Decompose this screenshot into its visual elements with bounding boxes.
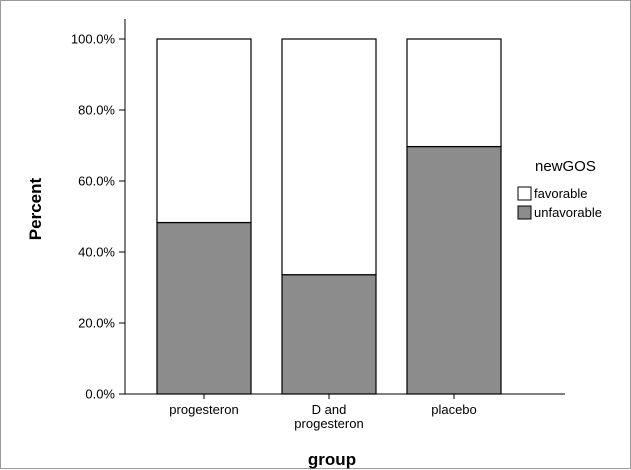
y-tick-label: 20.0% [78, 316, 115, 331]
x-tick-label: placebo [431, 402, 477, 417]
y-tick-label: 100.0% [71, 32, 116, 47]
legend-label-favorable: favorable [534, 186, 587, 201]
bar-progesteron-favorable [156, 38, 252, 224]
legend-swatch-unfavorable [517, 205, 532, 220]
x-axis-title: group [308, 450, 356, 469]
legend: newGOS favorable unfavorable [517, 158, 602, 220]
bar-placebo-favorable [406, 38, 502, 148]
plot-area [156, 38, 502, 395]
y-tick-label: 80.0% [78, 103, 115, 118]
y-tick-label: 60.0% [78, 174, 115, 189]
bar-d-and-progesteron-favorable [281, 38, 377, 276]
bar-d-and-progesteron-unfavorable [281, 274, 377, 395]
y-tick-label: 40.0% [78, 245, 115, 260]
bar-placebo-unfavorable [406, 145, 502, 395]
bar-progesteron-unfavorable [156, 221, 252, 395]
legend-label-unfavorable: unfavorable [534, 205, 602, 220]
y-axis-title: Percent [26, 177, 45, 240]
axes: 0.0% 20.0% 40.0% 60.0% 80.0% 100.0% progestero… [71, 19, 565, 431]
legend-swatch-favorable [517, 186, 532, 201]
x-tick-label: D and progesteron [294, 402, 363, 431]
legend-title: newGOS [535, 158, 596, 175]
y-tick-label: 0.0% [85, 387, 115, 402]
x-tick-label: progesteron [169, 402, 238, 417]
